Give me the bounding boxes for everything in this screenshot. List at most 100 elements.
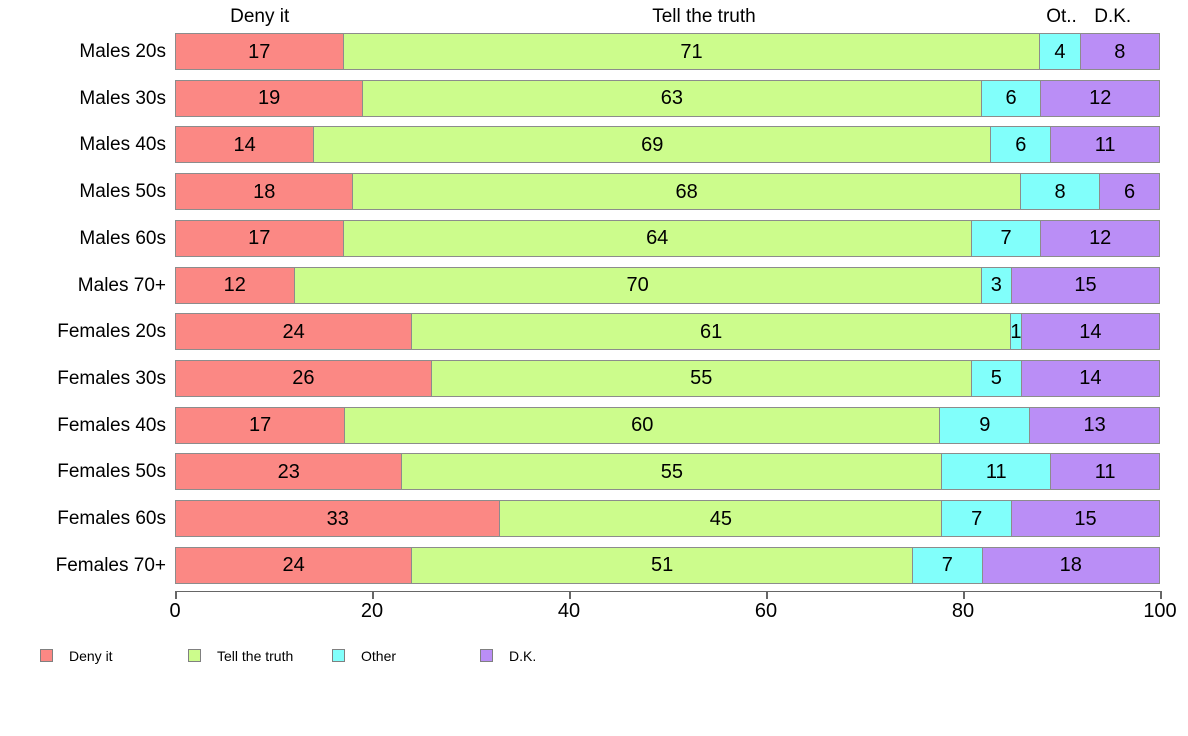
stacked-bar: 17 60 9 13 (175, 406, 1160, 444)
value-label: 12 (223, 274, 246, 296)
bar-segment-d-k: 8 (1079, 33, 1160, 70)
value-label: 5 (990, 367, 1002, 390)
value-label: 9 (979, 414, 991, 437)
bar-segment-tell-the-truth: 68 (352, 173, 1021, 211)
stacked-bar: 33 45 7 15 (175, 500, 1160, 537)
value-label: 55 (690, 367, 713, 390)
column-header-tell-the-truth: Tell the truth (652, 6, 756, 27)
bar-segment-tell-the-truth: 51 (411, 546, 913, 584)
chart-row: Females 20s 24 61 1 14 (0, 313, 1188, 351)
legend-label: D.K. (509, 648, 537, 664)
bar-segment-tell-the-truth: 64 (342, 219, 972, 257)
chart-row: Males 30s 19 63 6 12 (0, 79, 1188, 117)
bar-segment-other: 8 (1019, 173, 1101, 211)
bar-segment-tell-the-truth: 45 (499, 500, 943, 537)
value-label: 19 (257, 87, 281, 110)
value-label: 68 (675, 180, 698, 203)
bar-segment-d-k: 15 (1011, 266, 1160, 304)
stacked-bar: 12 70 3 15 (175, 266, 1160, 304)
bar-segment-deny-it: 33 (175, 500, 501, 537)
x-axis-tick-label: 60 (754, 600, 778, 622)
value-label: 24 (282, 554, 305, 577)
bar-segment-deny-it: 19 (175, 79, 364, 117)
stacked-bar: 24 61 1 14 (175, 313, 1160, 351)
category-label: Males 30s (79, 87, 166, 109)
bar-segment-deny-it: 26 (175, 359, 432, 397)
x-axis-tick-label: 100 (1143, 600, 1177, 622)
column-header-d-k: D.K. (1094, 6, 1132, 27)
legend-label: Deny it (69, 648, 113, 664)
value-label: 63 (660, 87, 684, 110)
bar-segment-d-k: 14 (1020, 359, 1160, 397)
x-axis-tick-label: 20 (360, 600, 384, 622)
legend-swatch-icon (480, 649, 493, 662)
category-label: Males 20s (79, 41, 166, 62)
bar-segment-tell-the-truth: 63 (362, 79, 982, 117)
value-label: 26 (292, 367, 315, 390)
bar-segment-other: 3 (980, 266, 1012, 304)
column-header-ot: Ot.. (1046, 6, 1077, 27)
value-label: 6 (1124, 180, 1136, 203)
chart-row: Males 40s 14 69 6 11 (0, 126, 1188, 164)
value-label: 64 (646, 227, 669, 250)
bar-segment-d-k: 13 (1029, 406, 1160, 444)
category-label: Males 60s (79, 227, 166, 249)
bar-segment-tell-the-truth: 69 (313, 126, 992, 164)
bar-segment-deny-it: 12 (175, 266, 295, 304)
bar-segment-d-k: 11 (1050, 453, 1160, 491)
value-label: 17 (249, 414, 272, 437)
bar-segment-deny-it: 24 (175, 313, 413, 351)
stacked-bar: 18 68 8 6 (175, 173, 1161, 211)
bar-segment-tell-the-truth: 70 (293, 266, 982, 304)
value-label: 60 (631, 414, 654, 437)
value-label: 15 (1074, 507, 1097, 530)
bar-segment-tell-the-truth: 61 (411, 313, 1011, 351)
value-label: 18 (1059, 554, 1082, 577)
bar-segment-tell-the-truth: 55 (430, 359, 972, 397)
stacked-bar: 24 51 7 18 (175, 546, 1160, 584)
value-label: 3 (990, 274, 1002, 296)
value-label: 69 (641, 133, 664, 156)
bar-segment-d-k: 11 (1050, 126, 1160, 164)
bar-segment-deny-it: 17 (175, 219, 344, 257)
value-label: 17 (248, 40, 271, 63)
value-label: 70 (626, 274, 649, 296)
legend-swatch-icon (332, 649, 345, 662)
stacked-bar: 19 63 6 12 (175, 79, 1160, 117)
value-label: 11 (1094, 133, 1116, 156)
stacked-bar: 17 71 4 8 (175, 33, 1160, 70)
value-label: 17 (248, 227, 271, 250)
bar-segment-other: 9 (939, 406, 1031, 444)
value-label: 1 (1010, 320, 1022, 343)
bar-segment-tell-the-truth: 71 (342, 33, 1041, 70)
chart-row: Females 70+ 24 51 7 18 (0, 546, 1188, 584)
value-label: 33 (326, 507, 349, 530)
stacked-bar: 26 55 5 14 (175, 359, 1160, 397)
x-axis-tick (963, 591, 965, 599)
x-axis-tick (1160, 591, 1162, 599)
value-label: 11 (1094, 460, 1116, 483)
x-axis-tick-label: 40 (557, 600, 581, 622)
stacked-bar: 14 69 6 11 (175, 126, 1160, 164)
bar-segment-d-k: 14 (1020, 313, 1160, 351)
chart-row: Females 50s 23 55 11 11 (0, 453, 1188, 491)
bar-segment-other: 7 (941, 500, 1012, 537)
value-label: 8 (1114, 40, 1126, 63)
value-label: 12 (1089, 227, 1112, 250)
value-label: 7 (941, 554, 953, 577)
category-label: Males 70+ (77, 274, 166, 296)
value-label: 8 (1054, 180, 1066, 203)
bar-segment-other: 5 (970, 359, 1022, 397)
category-label: Females 20s (57, 321, 166, 343)
bar-segment-deny-it: 14 (175, 126, 315, 164)
value-label: 45 (709, 507, 733, 530)
value-label: 7 (971, 507, 983, 530)
x-axis-tick (372, 591, 374, 599)
chart-row: Males 20s 17 71 4 8 (0, 33, 1188, 70)
value-label: 12 (1089, 87, 1112, 110)
value-label: 24 (282, 320, 305, 343)
bar-segment-deny-it: 17 (175, 406, 346, 444)
bar-segment-other: 7 (912, 546, 983, 584)
chart-row: Males 60s 17 64 7 12 (0, 219, 1188, 257)
